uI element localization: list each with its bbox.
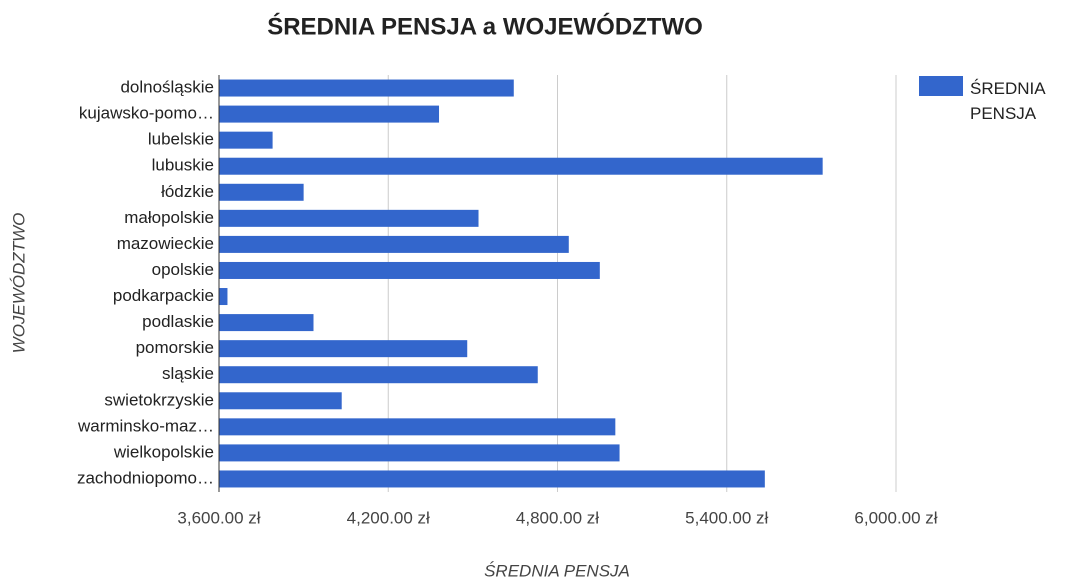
x-tick-label: 4,800.00 zł	[516, 508, 599, 527]
bar	[219, 131, 273, 149]
legend-swatch	[919, 76, 963, 96]
x-tick-label: 6,000.00 zł	[854, 508, 937, 527]
y-tick-label: dolnośląskie	[120, 78, 214, 97]
y-tick-label: małopolskie	[124, 208, 214, 227]
bar	[219, 314, 314, 332]
y-tick-label: lubelskie	[148, 130, 214, 149]
y-tick-label: mazowieckie	[117, 234, 214, 253]
bar	[219, 340, 468, 358]
x-tick-label: 4,200.00 zł	[347, 508, 430, 527]
bar	[219, 470, 765, 488]
y-tick-label: zachodniopomo…	[77, 468, 214, 487]
y-tick-label: pomorskie	[136, 338, 214, 357]
legend-label: ŚREDNIA PENSJA	[970, 79, 1045, 123]
chart-title: ŚREDNIA PENSJA a WOJEWÓDZTWO	[267, 12, 703, 40]
x-tick-label: 5,400.00 zł	[685, 508, 768, 527]
y-tick-label: lubuskie	[152, 156, 214, 175]
bar	[219, 209, 479, 227]
bar	[219, 418, 616, 436]
y-tick-label: warminsko-maz…	[77, 416, 214, 435]
x-axis-title: ŚREDNIA PENSJA	[484, 561, 630, 580]
y-tick-label: sląskie	[162, 364, 214, 383]
bar	[219, 366, 538, 384]
y-axis-title: WOJEWÓDZTWO	[9, 213, 28, 354]
y-tick-label: podkarpackie	[113, 286, 214, 305]
bar	[219, 79, 514, 97]
y-tick-label: swietokrzyskie	[104, 390, 214, 409]
bar	[219, 235, 569, 253]
bar	[219, 288, 228, 306]
y-tick-label: opolskie	[152, 260, 214, 279]
bar	[219, 105, 440, 123]
bar	[219, 392, 342, 410]
bar	[219, 157, 823, 175]
y-tick-label: podlaskie	[142, 312, 214, 331]
y-tick-label: wielkopolskie	[113, 442, 214, 461]
x-tick-label: 3,600.00 zł	[177, 508, 260, 527]
y-tick-label: łódzkie	[161, 182, 214, 201]
bar	[219, 261, 600, 279]
y-tick-label: kujawsko-pomo…	[79, 104, 214, 123]
bar	[219, 183, 304, 201]
bar	[219, 444, 620, 462]
